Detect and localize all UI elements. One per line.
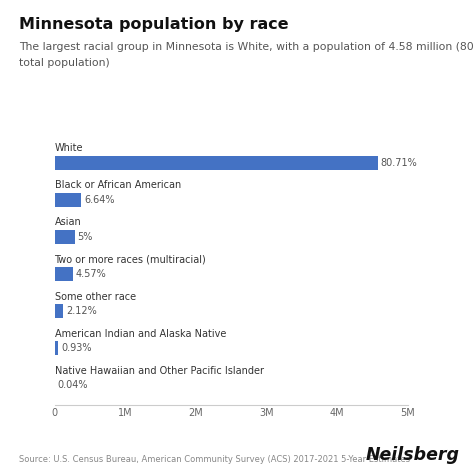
Bar — [55, 304, 63, 318]
Text: Two or more races (multiracial): Two or more races (multiracial) — [55, 255, 206, 264]
Text: Minnesota population by race: Minnesota population by race — [19, 17, 289, 32]
Text: Black or African American: Black or African American — [55, 181, 181, 191]
Text: The largest racial group in Minnesota is White, with a population of 4.58 millio: The largest racial group in Minnesota is… — [19, 42, 474, 52]
Bar — [55, 341, 58, 355]
Text: Some other race: Some other race — [55, 292, 136, 301]
Text: total population): total population) — [19, 58, 109, 68]
Text: 5%: 5% — [77, 232, 93, 242]
Text: Neilsberg: Neilsberg — [366, 446, 460, 464]
Text: 0.04%: 0.04% — [57, 380, 88, 390]
Text: Asian: Asian — [55, 218, 81, 228]
Bar — [55, 155, 378, 170]
Bar — [55, 192, 81, 207]
Bar — [55, 267, 73, 281]
Text: White: White — [55, 143, 83, 153]
Text: 2.12%: 2.12% — [66, 306, 97, 316]
Text: 80.71%: 80.71% — [381, 157, 418, 168]
Text: Source: U.S. Census Bureau, American Community Survey (ACS) 2017-2021 5-Year Est: Source: U.S. Census Bureau, American Com… — [19, 455, 410, 464]
Text: Native Hawaiian and Other Pacific Islander: Native Hawaiian and Other Pacific Island… — [55, 365, 264, 375]
Text: 4.57%: 4.57% — [76, 269, 106, 279]
Text: 0.93%: 0.93% — [61, 343, 91, 353]
Bar — [55, 229, 74, 244]
Text: 6.64%: 6.64% — [84, 195, 114, 205]
Text: American Indian and Alaska Native: American Indian and Alaska Native — [55, 328, 226, 338]
